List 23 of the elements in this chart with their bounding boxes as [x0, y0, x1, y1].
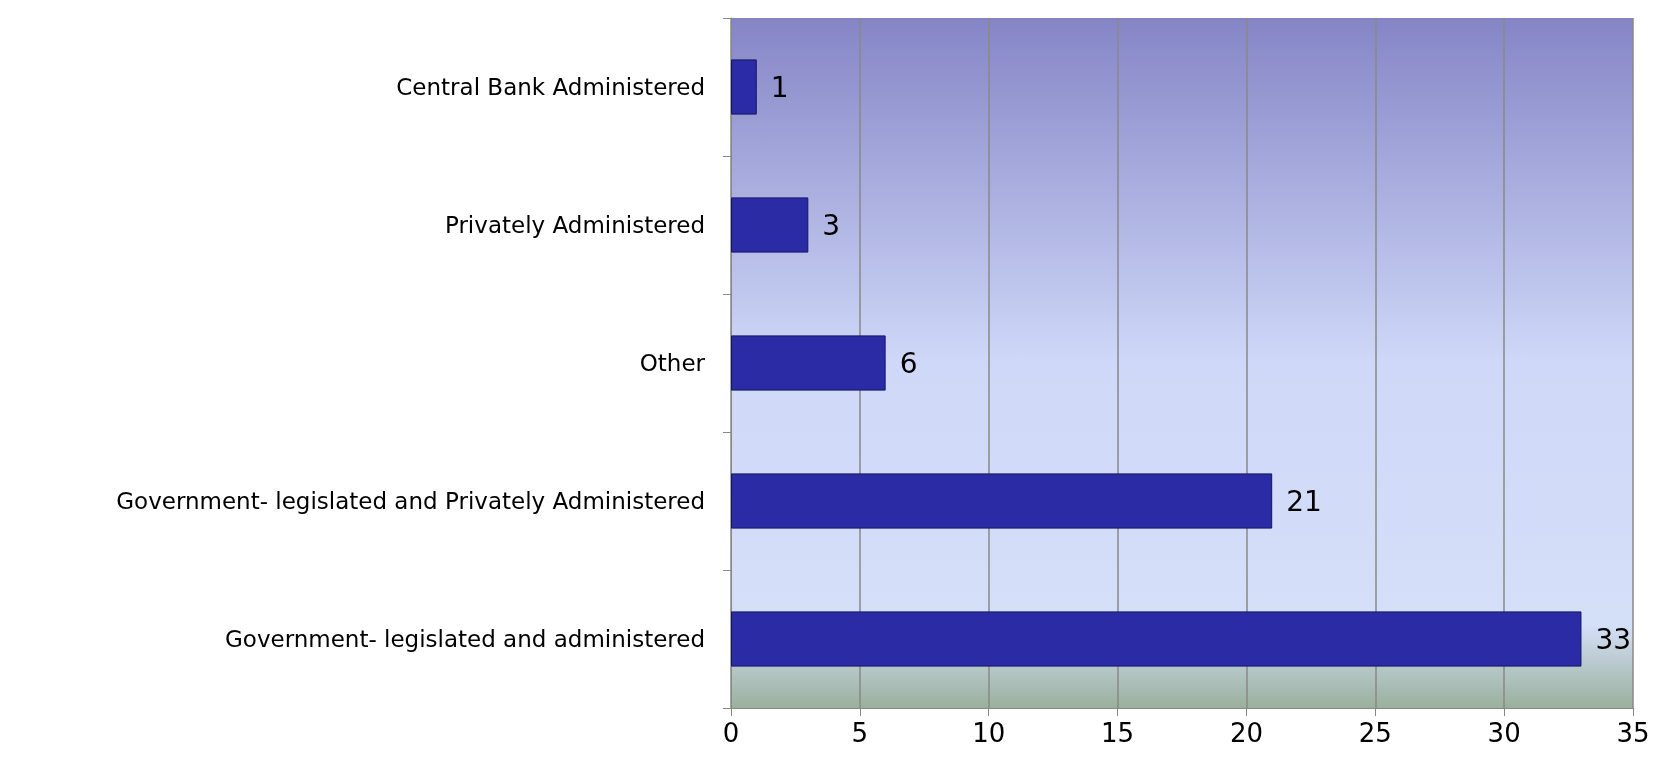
x-tick-label: 20 — [1229, 718, 1263, 748]
x-tick-label: 10 — [972, 718, 1006, 748]
bar — [731, 473, 1273, 529]
x-tick-label: 15 — [1101, 718, 1135, 748]
data-label: 1 — [770, 70, 789, 104]
x-tick-label: 25 — [1358, 718, 1392, 748]
x-tick-label: 35 — [1616, 718, 1650, 748]
x-tick-label: 5 — [851, 718, 869, 748]
y-tick-label: Other — [639, 350, 706, 376]
y-tick-label: Central Bank Administered — [396, 74, 705, 100]
y-tick-label: Privately Administered — [444, 212, 705, 238]
x-tick-label: 30 — [1487, 718, 1521, 748]
bar — [731, 335, 886, 391]
data-label: 21 — [1286, 484, 1322, 518]
data-label: 33 — [1595, 622, 1632, 656]
bar — [731, 611, 1582, 667]
y-tick-label: Government- legislated and Privately Administered — [116, 488, 705, 514]
y-tick-label: Government- legislated and administered — [224, 626, 705, 652]
bar — [731, 59, 757, 115]
x-tick-label: 0 — [722, 718, 740, 748]
data-label: 3 — [822, 208, 841, 242]
bar — [731, 197, 809, 253]
data-label: 6 — [899, 346, 918, 380]
